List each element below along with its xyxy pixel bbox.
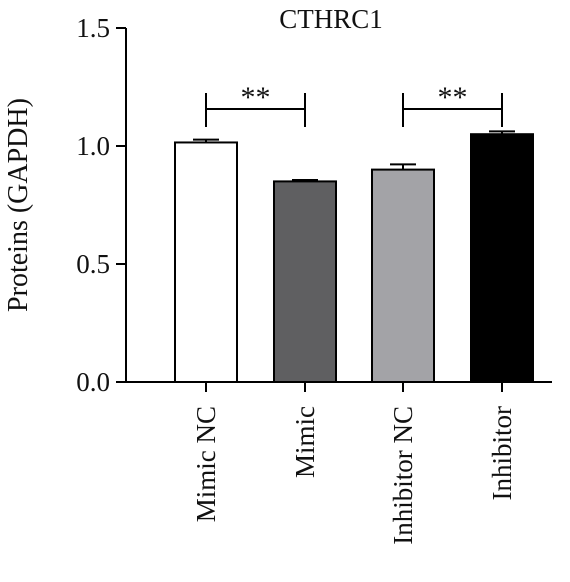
bar [470,133,534,383]
x-tick-label: Inhibitor [487,406,517,501]
x-tick-label: Mimic NC [191,406,221,522]
significance-label: ** [241,81,271,114]
chart-title: CTHRC1 [279,4,383,34]
x-tick-label: Mimic [290,406,320,478]
y-axis-label: Proteins (GAPDH) [3,98,34,312]
plot-area: 0.0 0.5 1.0 1.5 Mimic NC Mimic Inhibitor NC Inh… [76,13,552,545]
bar [371,168,435,383]
bar [174,141,238,383]
y-tick-label: 1.5 [76,13,110,43]
y-tick-label: 0.0 [76,367,110,397]
x-tick-label: Inhibitor NC [388,406,418,545]
y-tick-label: 1.0 [76,131,110,161]
bar [273,180,337,383]
significance-label: ** [438,81,468,114]
y-tick-label: 0.5 [76,249,110,279]
